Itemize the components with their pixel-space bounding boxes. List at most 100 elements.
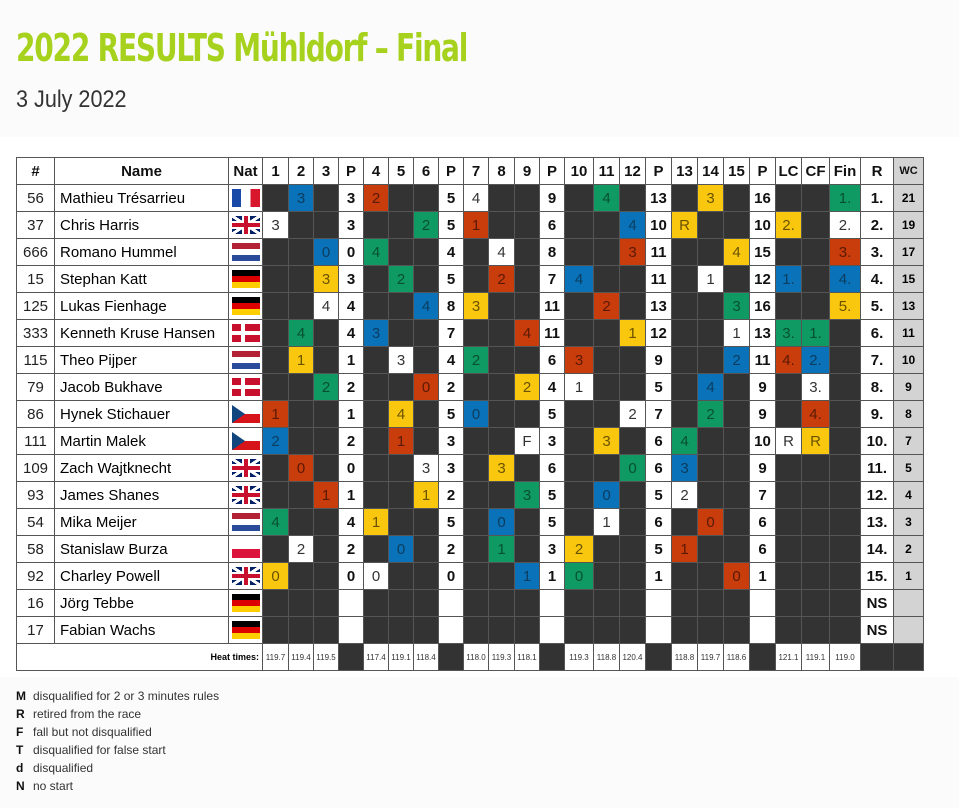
- result-cell: [723, 373, 750, 401]
- result-cell: 4: [262, 508, 289, 536]
- result-cell: 2.: [829, 211, 861, 239]
- result-cell: 4: [338, 319, 364, 347]
- table-row: 54 Mika Meijer 4 4 1 5 0 5 1 6 0 6 13. 3: [16, 508, 924, 536]
- result-cell: 3: [438, 454, 464, 482]
- column-header: 11: [593, 157, 620, 185]
- result-cell: 4: [539, 373, 565, 401]
- legend-text: disqualified for 2 or 3 minutes rules: [33, 689, 220, 703]
- result-cell: [775, 373, 802, 401]
- result-cell: 0: [338, 238, 364, 266]
- result-cell: 3: [593, 427, 620, 455]
- result-cell: [463, 454, 489, 482]
- result-cell: [723, 535, 750, 563]
- result-cell: [619, 427, 646, 455]
- result-cell: 3: [438, 427, 464, 455]
- nation-cell: [228, 184, 263, 212]
- result-cell: [564, 589, 594, 617]
- result-cell: [262, 238, 289, 266]
- result-cell: [619, 535, 646, 563]
- result-cell: 3: [388, 346, 414, 374]
- result-cell: [801, 454, 830, 482]
- result-cell: [593, 535, 620, 563]
- result-cell: F: [514, 427, 540, 455]
- heat-time: 119.3: [488, 643, 515, 671]
- result-cell: 4: [438, 238, 464, 266]
- flag-gb-icon: [231, 567, 260, 586]
- result-cell: 8: [438, 292, 464, 320]
- result-cell: [363, 454, 389, 482]
- rider-name: Romano Hummel: [54, 238, 229, 266]
- result-cell: 1: [619, 319, 646, 347]
- result-cell: [262, 589, 289, 617]
- rider-number: 58: [16, 535, 55, 563]
- result-cell: 4.: [829, 265, 861, 293]
- result-cell: 9: [539, 184, 565, 212]
- result-cell: 4: [619, 211, 646, 239]
- result-cell: [801, 535, 830, 563]
- flag-cz-icon: [231, 405, 260, 424]
- legend-text: disqualified: [33, 761, 94, 775]
- legend-item: d disqualified: [16, 759, 219, 777]
- result-cell: [388, 616, 414, 644]
- result-cell: 3: [514, 481, 540, 509]
- result-cell: [671, 400, 698, 428]
- result-cell: [313, 400, 339, 428]
- result-cell: 3: [413, 454, 439, 482]
- result-cell: 2: [338, 373, 364, 401]
- nation-cell: [228, 265, 263, 293]
- result-cell: [514, 616, 540, 644]
- column-header: LC: [775, 157, 802, 185]
- result-cell: 2.: [860, 211, 894, 239]
- result-cell: 1: [539, 562, 565, 590]
- result-cell: [288, 373, 314, 401]
- wc-points: 11: [893, 319, 924, 347]
- result-cell: 7: [645, 400, 672, 428]
- result-cell: [671, 508, 698, 536]
- table-row: 125 Lukas Fienhage 4 4 4 8 3 11 2 13 3 16 5. 5. 13: [16, 292, 924, 320]
- column-header: 6: [413, 157, 439, 185]
- result-cell: [619, 481, 646, 509]
- flag-fr-icon: [231, 189, 260, 208]
- result-cell: [514, 508, 540, 536]
- column-header: 5: [388, 157, 414, 185]
- result-cell: 4.: [801, 400, 830, 428]
- result-cell: [313, 589, 339, 617]
- result-cell: 12: [645, 319, 672, 347]
- result-cell: [262, 481, 289, 509]
- result-cell: 3: [723, 292, 750, 320]
- result-cell: [488, 481, 515, 509]
- result-cell: NS: [860, 589, 894, 617]
- result-cell: [564, 427, 594, 455]
- column-header: Fin: [829, 157, 861, 185]
- rider-name: Kenneth Kruse Hansen: [54, 319, 229, 347]
- result-cell: 2: [723, 346, 750, 374]
- nation-cell: [228, 508, 263, 536]
- result-cell: 5: [438, 265, 464, 293]
- result-cell: [262, 265, 289, 293]
- result-cell: [262, 292, 289, 320]
- result-cell: 5: [438, 211, 464, 239]
- column-header: P: [338, 157, 364, 185]
- result-cell: [775, 292, 802, 320]
- result-cell: 0: [723, 562, 750, 590]
- event-date: 3 July 2022: [16, 86, 127, 113]
- result-cell: 3: [619, 238, 646, 266]
- result-cell: [775, 589, 802, 617]
- result-cell: [463, 373, 489, 401]
- heat-time: [749, 643, 776, 671]
- result-cell: [463, 535, 489, 563]
- result-cell: 4: [697, 373, 724, 401]
- result-cell: [619, 616, 646, 644]
- column-header: 1: [262, 157, 289, 185]
- result-cell: R: [775, 427, 802, 455]
- rider-number: 37: [16, 211, 55, 239]
- result-cell: [697, 319, 724, 347]
- result-cell: [488, 373, 515, 401]
- result-cell: [775, 400, 802, 428]
- result-cell: 5: [438, 400, 464, 428]
- result-cell: [593, 562, 620, 590]
- column-header: 14: [697, 157, 724, 185]
- result-cell: 0: [388, 535, 414, 563]
- result-cell: [564, 319, 594, 347]
- rider-number: 333: [16, 319, 55, 347]
